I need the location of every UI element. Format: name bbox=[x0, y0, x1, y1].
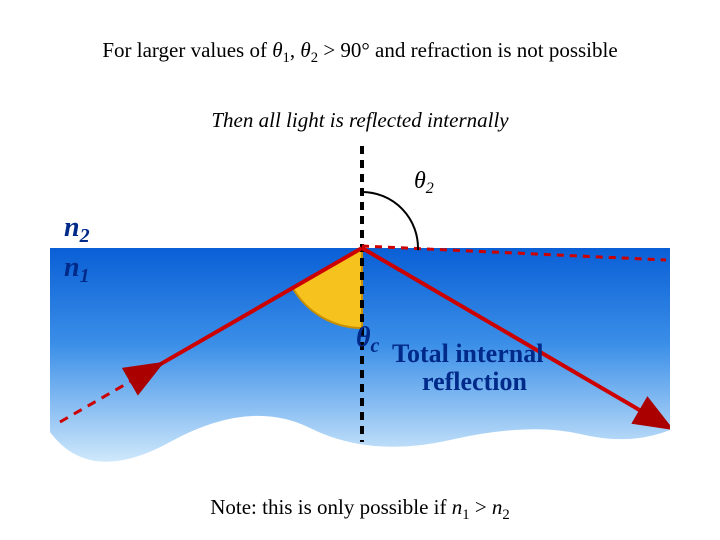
caption-line-1: For larger values of θ1, θ2 > 90° and re… bbox=[0, 38, 720, 67]
text: > bbox=[470, 495, 492, 519]
subscript: 1 bbox=[283, 50, 290, 66]
theta2-label: θ2 bbox=[414, 168, 434, 197]
caption-line-3: Note: this is only possible if n1 > n2 bbox=[0, 495, 720, 524]
subscript: 2 bbox=[502, 507, 509, 523]
subscript: 2 bbox=[311, 50, 318, 66]
theta2-arc bbox=[362, 192, 418, 250]
text: Note: this is only possible if bbox=[210, 495, 452, 519]
theta: θ bbox=[300, 38, 310, 62]
theta: θ bbox=[272, 38, 282, 62]
n: n bbox=[492, 495, 503, 519]
subscript: 1 bbox=[462, 507, 469, 523]
n: n bbox=[452, 495, 463, 519]
text: > 90° and refraction is not possible bbox=[318, 38, 618, 62]
text: For larger values of bbox=[102, 38, 272, 62]
n2-label: n2 bbox=[64, 212, 90, 247]
caption-line-2: Then all light is reflected internally bbox=[0, 108, 720, 133]
tir-diagram: n2 n1 θc Total internal reflection θ2 bbox=[50, 140, 670, 480]
text: , bbox=[290, 38, 301, 62]
